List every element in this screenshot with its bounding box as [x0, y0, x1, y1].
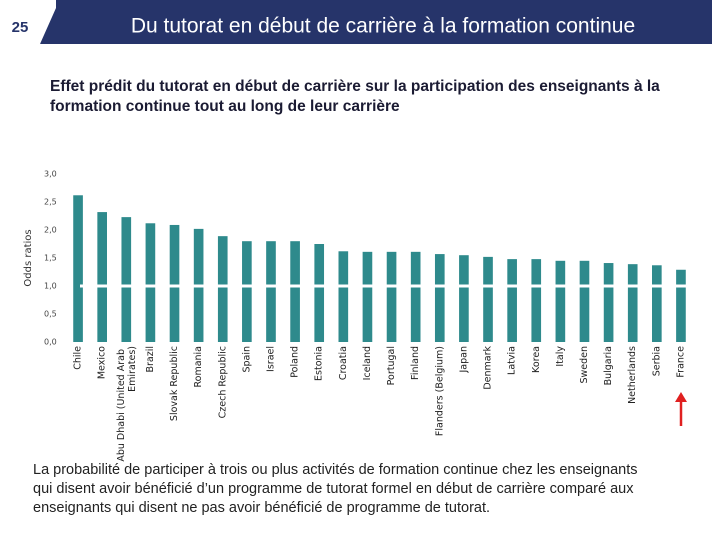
header-banner	[40, 0, 712, 44]
bar	[483, 256, 493, 342]
x-tick-label: Serbia	[651, 346, 662, 376]
x-tick-label: Estonia	[314, 346, 325, 381]
x-tick-label: Poland	[290, 346, 301, 378]
x-tick-label: Finland	[410, 346, 421, 380]
bar	[434, 254, 445, 342]
x-tick-label: Chile	[73, 346, 84, 370]
y-tick-label: 2,0	[44, 226, 57, 235]
x-tick-label: Netherlands	[627, 346, 638, 404]
x-tick-label: Iceland	[362, 346, 373, 380]
x-tick-label: Korea	[531, 346, 542, 373]
bar	[652, 265, 662, 342]
x-tick-label: France	[675, 346, 686, 378]
footer-text: La probabilité de participer à trois ou …	[33, 462, 638, 516]
bar	[531, 259, 542, 342]
x-tick-label: Israel	[265, 346, 276, 372]
y-tick-label: 1,0	[44, 282, 57, 291]
x-tick-label: Japan	[458, 346, 469, 374]
x-tick-label: Sweden	[579, 346, 590, 384]
y-tick-label: 0,5	[44, 310, 57, 319]
x-tick-label: Brazil	[145, 346, 156, 373]
x-tick-label: Abu Dhabi (United Arab Emirates)	[115, 346, 137, 462]
slide-number: 25	[12, 19, 29, 36]
x-tick-label: Denmark	[483, 346, 494, 390]
bar	[145, 223, 156, 342]
bar	[507, 259, 517, 342]
x-tick-label: Bulgaria	[603, 346, 614, 385]
header-title: Du tutorat en début de carrière à la for…	[131, 15, 635, 38]
x-tick-label: Romania	[193, 346, 204, 388]
bar	[266, 241, 276, 342]
bar	[362, 251, 373, 342]
bar	[627, 264, 638, 342]
x-tick-label: Latvia	[507, 346, 518, 375]
bar	[603, 263, 614, 342]
x-tick-label: Spain	[241, 346, 252, 373]
bar	[242, 241, 252, 342]
y-tick-label: 1,5	[44, 254, 57, 263]
bar	[121, 217, 132, 342]
bar	[217, 236, 228, 342]
y-axis-label: Odds ratios	[23, 229, 34, 286]
y-tick-label: 3,0	[44, 170, 57, 179]
x-tick-label: Mexico	[97, 346, 108, 379]
bar	[314, 244, 325, 342]
bar	[410, 251, 421, 342]
bar	[97, 212, 107, 342]
number-tab	[0, 0, 52, 44]
bar	[338, 251, 349, 342]
bar	[73, 195, 83, 342]
x-tick-label: Flanders (Belgium)	[434, 346, 445, 436]
bar	[579, 260, 590, 342]
bar	[386, 251, 397, 342]
x-tick-label: Portugal	[386, 346, 397, 385]
bar	[676, 269, 686, 342]
y-tick-label: 2,5	[44, 198, 57, 207]
x-tick-label: Czech Republic	[217, 346, 228, 418]
arrow-head	[675, 392, 687, 402]
chart-subtitle: Effet prédit du tutorat en début de carr…	[50, 78, 660, 115]
y-tick-label: 0,0	[44, 338, 57, 347]
x-tick-label: Slovak Republic	[169, 346, 180, 421]
bar	[459, 255, 469, 342]
x-tick-label: Croatia	[338, 346, 349, 380]
bar	[555, 260, 566, 342]
bar	[169, 224, 180, 342]
bar	[290, 241, 300, 342]
x-tick-label: Italy	[555, 346, 566, 367]
